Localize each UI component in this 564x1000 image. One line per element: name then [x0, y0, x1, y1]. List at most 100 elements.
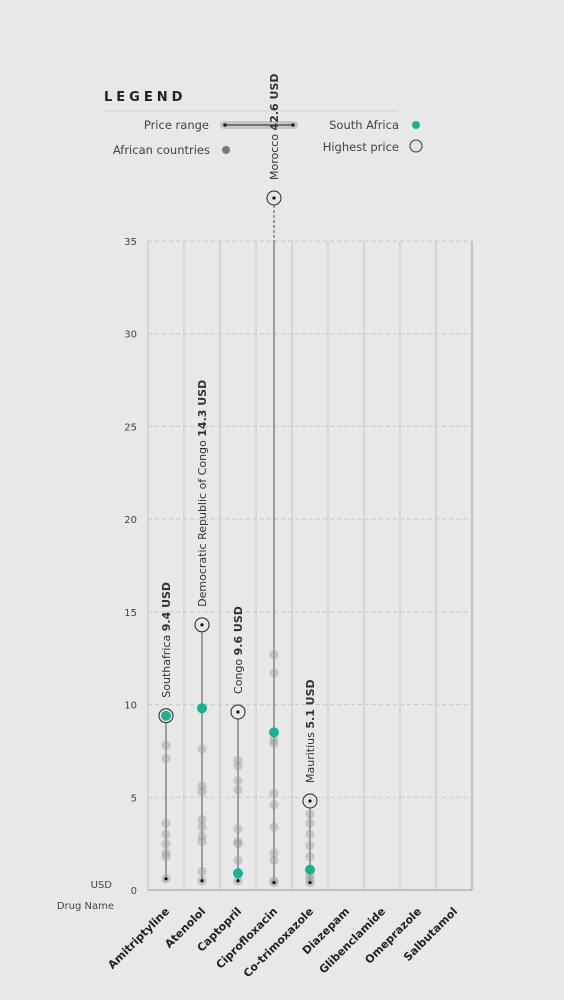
african-country-point	[305, 818, 315, 828]
highest-price-annotation: Democratic Republic of Congo 14.3 USD	[196, 380, 209, 607]
drug-group-ciprofloxacin: Morocco 42.6 USD	[266, 73, 282, 888]
legend-south-africa-label: South Africa	[329, 118, 399, 132]
highest-price-ring	[158, 708, 174, 724]
african-country-point	[197, 822, 207, 832]
african-country-point	[197, 787, 207, 797]
drug-group-atenolol: Democratic Republic of Congo 14.3 USD	[194, 380, 210, 886]
african-country-point	[233, 755, 243, 765]
south-africa-point	[197, 703, 207, 714]
y-tick-label: 35	[124, 237, 137, 248]
african-country-point	[233, 785, 243, 795]
african-country-point	[161, 740, 171, 750]
african-country-point	[269, 822, 279, 832]
min-price-dot	[200, 879, 204, 883]
drug-group-amitriptyline: Southafrica 9.4 USD	[158, 582, 174, 884]
african-country-point	[269, 735, 279, 745]
highest-country-name: Morocco	[268, 130, 281, 180]
african-country-point	[269, 855, 279, 865]
min-price-dot	[236, 879, 240, 883]
highest-price-ring	[266, 190, 282, 206]
highest-price-annotation: Southafrica 9.4 USD	[160, 582, 173, 698]
drug-group-captopril: Congo 9.6 USD	[230, 606, 246, 886]
african-country-point	[269, 876, 279, 886]
south-africa-point	[269, 727, 279, 738]
y-unit-label: USD	[91, 880, 113, 891]
legend-price-range-max-dot	[291, 123, 295, 127]
y-tick-label: 0	[131, 886, 137, 897]
highest-price-annotation: Congo 9.6 USD	[232, 606, 245, 694]
south-africa-point	[305, 864, 315, 875]
african-country-point	[269, 668, 279, 678]
african-country-point	[161, 753, 171, 763]
legend-title: LEGEND	[104, 90, 186, 105]
south-africa-point	[233, 868, 243, 879]
y-tick-label: 5	[131, 793, 137, 804]
highest-country-name: Southafrica	[160, 631, 173, 697]
grid	[147, 240, 473, 891]
highest-price-value: 14.3 USD	[196, 380, 209, 437]
african-country-point	[161, 852, 171, 862]
y-tick-label: 30	[124, 330, 137, 341]
highest-price-dot	[200, 623, 204, 627]
highest-country-name: Democratic Republic of Congo	[196, 437, 209, 607]
highest-price-ring	[194, 617, 210, 633]
min-price-dot	[164, 877, 168, 881]
y-tick-label: 25	[124, 422, 137, 433]
highest-price-annotation: Morocco 42.6 USD	[268, 73, 281, 180]
highest-country-name: Mauritius	[304, 729, 317, 783]
legend-price-range-label: Price range	[144, 118, 209, 132]
african-country-point	[161, 829, 171, 839]
african-country-point	[305, 840, 315, 851]
highest-price-ring	[302, 793, 318, 809]
highest-price-annotation: Mauritius 5.1 USD	[304, 679, 317, 783]
african-country-point	[197, 781, 207, 791]
x-axis-label: Drug Name	[57, 901, 114, 912]
african-country-point	[269, 800, 279, 810]
african-country-point	[161, 839, 171, 849]
african-country-point	[197, 837, 207, 847]
y-tick-label: 20	[124, 515, 137, 526]
african-country-point	[305, 809, 315, 819]
african-country-point	[233, 839, 243, 849]
legend-highest-label: Highest price	[323, 140, 399, 154]
legend-african-label: African countries	[113, 143, 210, 157]
category-label: Glibenclamide	[317, 905, 388, 976]
highest-price-dot	[272, 196, 276, 200]
category-label: Amitriptyline	[105, 905, 172, 972]
african-country-point	[269, 738, 279, 749]
legend-south-africa-dot	[412, 121, 420, 129]
data-marks: Southafrica 9.4 USD Democratic Republic o…	[158, 73, 318, 888]
highest-price-value: 42.6 USD	[268, 73, 281, 130]
y-tick-label: 10	[124, 701, 137, 712]
legend-african-dot	[222, 146, 230, 154]
african-country-point	[305, 852, 315, 862]
african-country-point	[197, 831, 207, 841]
african-country-point	[197, 744, 207, 754]
highest-price-value: 9.6 USD	[232, 606, 245, 655]
y-tick-label: 15	[124, 608, 137, 619]
min-price-dot	[272, 880, 276, 885]
african-country-point	[269, 848, 279, 858]
african-country-point	[233, 855, 243, 865]
highest-price-value: 9.4 USD	[160, 582, 173, 631]
african-country-point	[161, 848, 171, 858]
african-country-point	[161, 818, 171, 828]
highest-price-dot	[236, 710, 240, 714]
african-country-point	[233, 824, 243, 834]
highest-price-ring	[230, 704, 246, 720]
legend: LEGEND Price range South Africa African …	[104, 90, 423, 157]
legend-price-range-min-dot	[223, 123, 227, 127]
min-price-dot	[308, 880, 312, 885]
drug-group-co-trimoxazole: Mauritius 5.1 USD	[302, 679, 318, 888]
african-country-point	[305, 874, 315, 884]
y-axis: 0 5 10 15 20 25 30 35	[124, 237, 137, 897]
african-country-point	[305, 829, 315, 839]
highest-country-name: Congo	[232, 655, 245, 694]
south-africa-point	[161, 710, 171, 721]
african-country-point	[197, 866, 207, 877]
african-country-point	[269, 649, 279, 660]
african-country-point	[269, 788, 279, 799]
category-labels: AmitriptylineAtenololCaptoprilCiprofloxa…	[105, 905, 460, 980]
